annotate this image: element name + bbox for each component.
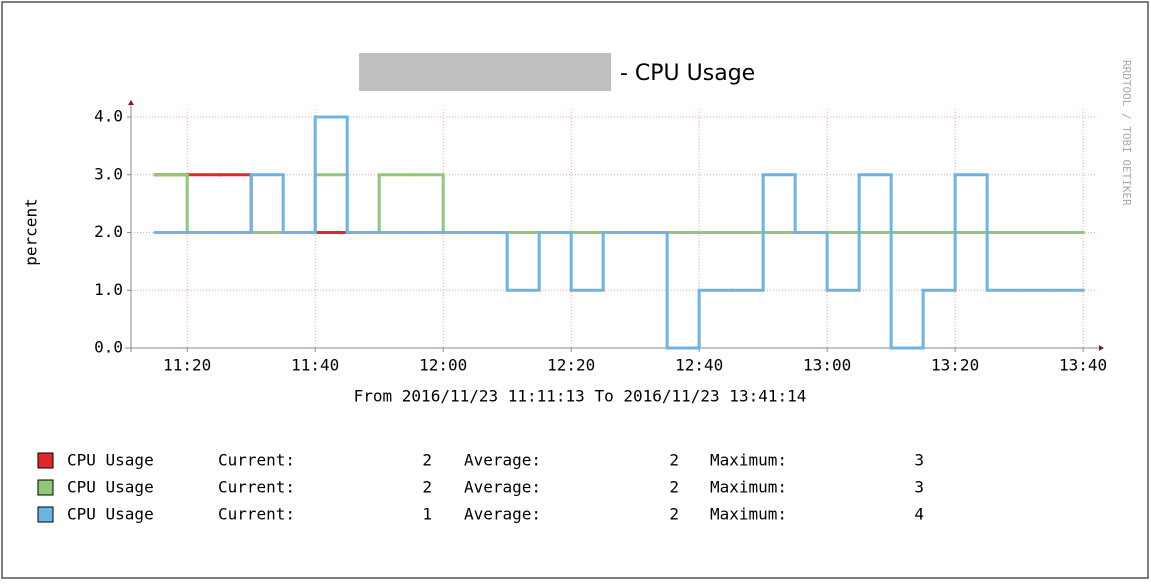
subtitle: From 2016/11/23 11:11:13 To 2016/11/23 1…: [354, 387, 807, 406]
legend-value: 4: [914, 505, 924, 524]
legend-name: CPU Usage: [67, 478, 154, 497]
legend-label: Average:: [464, 505, 541, 524]
redacted-box: [359, 53, 611, 91]
legend-label: Average:: [464, 478, 541, 497]
y-axis-label: percent: [22, 198, 41, 265]
legend-label: Maximum:: [710, 478, 787, 497]
axis-arrow: [1099, 345, 1104, 351]
legend-name: CPU Usage: [67, 451, 154, 470]
legend-value: 2: [422, 478, 432, 497]
x-tick-label: 12:00: [419, 356, 467, 375]
legend-value: 3: [914, 478, 924, 497]
chart-title: - CPU Usage: [620, 61, 755, 86]
legend-name: CPU Usage: [67, 505, 154, 524]
legend-value: 2: [422, 451, 432, 470]
y-tick-label: 4.0: [94, 107, 123, 126]
x-tick-label: 13:00: [803, 356, 851, 375]
y-tick-label: 1.0: [94, 280, 123, 299]
legend-value: 2: [669, 451, 679, 470]
legend-value: 2: [669, 505, 679, 524]
x-tick-label: 13:40: [1059, 356, 1107, 375]
y-tick-label: 3.0: [94, 164, 123, 183]
legend-swatch: [37, 452, 54, 469]
legend-value: 2: [669, 478, 679, 497]
y-tick-label: 0.0: [94, 338, 123, 357]
legend-value: 1: [422, 505, 432, 524]
legend-label: Current:: [218, 451, 295, 470]
y-tick-label: 2.0: [94, 222, 123, 241]
watermark: RRDTOOL / TOBI OETIKER: [1120, 60, 1133, 206]
legend-label: Current:: [218, 478, 295, 497]
x-tick-label: 12:20: [547, 356, 595, 375]
axis-arrow: [128, 100, 134, 105]
legend-swatch: [37, 506, 54, 523]
x-tick-label: 11:40: [291, 356, 339, 375]
legend-label: Maximum:: [710, 451, 787, 470]
legend-value: 3: [914, 451, 924, 470]
legend-label: Current:: [218, 505, 295, 524]
x-tick-label: 12:40: [675, 356, 723, 375]
x-tick-label: 13:20: [931, 356, 979, 375]
legend-swatch: [37, 479, 54, 496]
x-tick-label: 11:20: [163, 356, 211, 375]
legend-label: Average:: [464, 451, 541, 470]
legend-label: Maximum:: [710, 505, 787, 524]
